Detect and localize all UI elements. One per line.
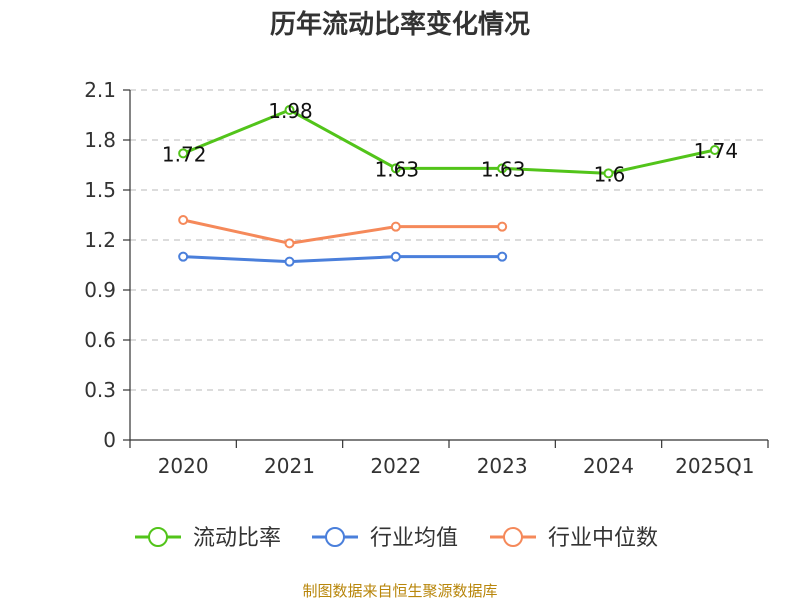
x-tick-label: 2022 — [370, 454, 421, 478]
series-point-2 — [178, 215, 189, 225]
x-tick-label: 2023 — [477, 454, 528, 478]
y-tick-label: 2.1 — [84, 78, 116, 102]
legend-label-1: 行业均值 — [370, 526, 458, 551]
series-point-1 — [497, 251, 508, 262]
series-point-1 — [178, 251, 189, 262]
x-tick-label: 2021 — [264, 454, 315, 478]
legend-marker-2 — [503, 527, 523, 547]
series-point-0 — [603, 168, 614, 179]
series-point-0 — [178, 148, 189, 159]
series-line-1 — [183, 255, 503, 264]
series-point-1 — [390, 251, 401, 262]
y-tick-label: 0.6 — [84, 328, 116, 352]
data-label: 1.72 — [162, 142, 207, 166]
series-point-0 — [284, 105, 295, 115]
legend-label-0: 流动比率 — [193, 526, 281, 551]
series-point-2 — [284, 238, 295, 249]
data-label: 1.6 — [594, 162, 626, 186]
series-line-2 — [182, 218, 503, 245]
y-tick-label: 0.3 — [84, 378, 116, 402]
x-tick-label: 2020 — [158, 454, 209, 478]
series-point-0 — [390, 163, 401, 174]
series-point-0 — [709, 145, 720, 155]
series-point-0 — [497, 163, 508, 174]
data-label: 1.98 — [268, 99, 313, 123]
grid-lines — [130, 89, 768, 391]
data-label: 1.74 — [694, 139, 739, 163]
source-note: 制图数据来自恒生聚源数据库 — [302, 582, 497, 600]
y-tick-label: 1.2 — [84, 228, 116, 252]
legend-label-2: 行业中位数 — [548, 526, 658, 551]
y-tick-label: 0 — [103, 428, 116, 452]
series-line-0 — [182, 108, 716, 175]
legend: 流动比率 行业均值 行业中位数 — [135, 526, 658, 551]
y-tick-label: 0.9 — [84, 278, 116, 302]
data-label: 1.63 — [375, 157, 420, 181]
axes: 0 0.3 0.6 0.9 1.2 1.5 1.8 2.1 2020 2021 2022 2023 20… — [84, 78, 769, 478]
series-point-1 — [284, 256, 295, 267]
data-labels: 1.72 1.98 1.63 1.63 1.6 1.74 — [162, 99, 738, 186]
series-point-2 — [497, 221, 508, 232]
x-tick-label: 2024 — [583, 454, 634, 478]
legend-marker-1 — [325, 527, 345, 547]
y-tick-label: 1.5 — [84, 178, 116, 202]
legend-marker-0 — [148, 527, 168, 547]
x-tick-label: 2025Q1 — [675, 454, 754, 478]
y-tick-label: 1.8 — [84, 128, 116, 152]
chart-title: 历年流动比率变化情况 — [270, 9, 530, 40]
series-point-2 — [390, 221, 401, 232]
data-label: 1.63 — [481, 157, 526, 181]
series-group — [178, 105, 720, 267]
